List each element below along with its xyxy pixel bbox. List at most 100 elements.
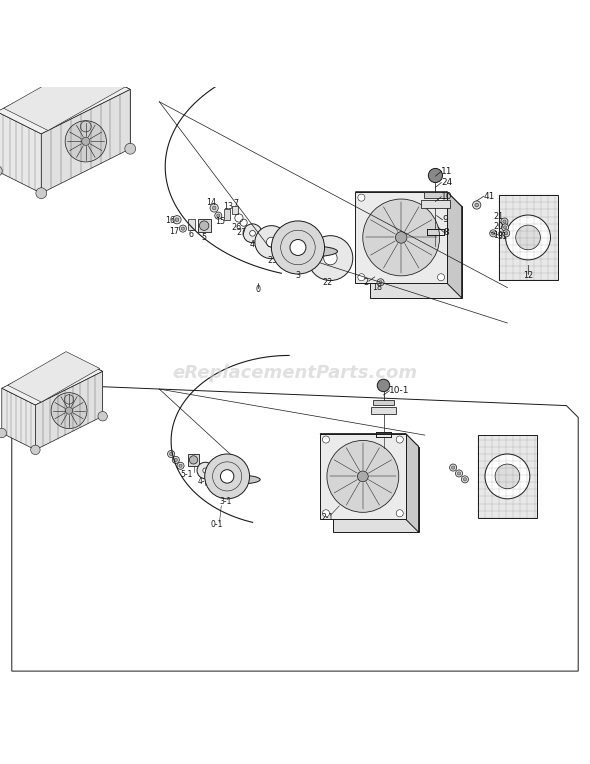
Circle shape: [461, 476, 468, 483]
Polygon shape: [2, 388, 35, 450]
Text: 15: 15: [215, 217, 225, 226]
Circle shape: [255, 225, 288, 259]
Text: eReplacementParts.com: eReplacementParts.com: [172, 364, 418, 382]
Polygon shape: [8, 351, 100, 402]
Circle shape: [451, 466, 455, 469]
Text: 11: 11: [441, 167, 453, 176]
Text: 9: 9: [442, 215, 448, 225]
Circle shape: [503, 226, 507, 229]
Circle shape: [243, 224, 262, 243]
Circle shape: [0, 429, 6, 438]
Polygon shape: [35, 371, 103, 450]
Text: 16: 16: [165, 216, 175, 225]
Circle shape: [473, 201, 481, 209]
Circle shape: [205, 454, 250, 499]
Text: 2: 2: [363, 278, 368, 287]
Bar: [373, 400, 394, 405]
Polygon shape: [2, 354, 103, 405]
Text: 31: 31: [498, 231, 507, 241]
Text: 3: 3: [296, 271, 300, 280]
Circle shape: [457, 472, 461, 475]
Text: 0-1: 0-1: [211, 520, 223, 529]
Polygon shape: [4, 63, 127, 131]
Circle shape: [51, 393, 87, 429]
Circle shape: [438, 274, 445, 281]
Polygon shape: [0, 67, 130, 134]
Circle shape: [377, 279, 384, 286]
Circle shape: [221, 470, 234, 483]
Text: 5-1: 5-1: [181, 470, 192, 479]
Circle shape: [0, 166, 2, 176]
Bar: [232, 206, 238, 215]
Circle shape: [267, 237, 276, 247]
Text: 21: 21: [493, 212, 504, 222]
Text: 10-1: 10-1: [389, 387, 410, 395]
Circle shape: [81, 138, 90, 145]
Circle shape: [80, 121, 91, 132]
Circle shape: [377, 379, 390, 392]
Text: 26: 26: [231, 223, 241, 232]
Circle shape: [501, 218, 508, 225]
Circle shape: [271, 221, 325, 274]
Circle shape: [173, 215, 181, 224]
Circle shape: [189, 456, 198, 464]
Circle shape: [98, 412, 107, 421]
Circle shape: [455, 470, 463, 477]
Circle shape: [396, 510, 404, 516]
Polygon shape: [12, 385, 578, 671]
Text: 41: 41: [484, 192, 495, 201]
Circle shape: [250, 231, 255, 236]
Circle shape: [217, 214, 220, 217]
Text: 25: 25: [267, 256, 278, 265]
Circle shape: [210, 204, 218, 212]
Polygon shape: [41, 89, 130, 193]
Circle shape: [379, 280, 382, 284]
Circle shape: [516, 225, 540, 250]
Bar: [224, 209, 230, 220]
Polygon shape: [86, 67, 130, 149]
Circle shape: [504, 231, 508, 235]
Bar: [198, 219, 211, 232]
Circle shape: [31, 445, 40, 455]
Circle shape: [308, 235, 353, 280]
Circle shape: [495, 464, 520, 489]
Circle shape: [197, 462, 214, 479]
Text: 10: 10: [441, 193, 453, 201]
Circle shape: [179, 465, 182, 468]
Circle shape: [485, 454, 530, 499]
Ellipse shape: [284, 246, 337, 257]
Bar: [188, 454, 199, 466]
Bar: [320, 434, 406, 520]
Text: 22: 22: [322, 278, 333, 287]
Polygon shape: [69, 354, 103, 416]
Circle shape: [396, 436, 404, 443]
Polygon shape: [447, 192, 462, 298]
Text: 0: 0: [256, 285, 261, 294]
Text: 4-1: 4-1: [198, 477, 209, 486]
Text: 3-1: 3-1: [220, 497, 232, 506]
Circle shape: [290, 240, 306, 255]
Text: 14: 14: [206, 198, 216, 207]
Circle shape: [36, 188, 47, 199]
Ellipse shape: [215, 475, 260, 484]
Circle shape: [169, 452, 173, 455]
Circle shape: [506, 215, 550, 260]
Circle shape: [215, 212, 222, 219]
Text: 7: 7: [234, 199, 238, 209]
Polygon shape: [371, 407, 396, 414]
Circle shape: [363, 199, 440, 276]
Circle shape: [463, 478, 467, 481]
Circle shape: [491, 231, 495, 235]
Bar: [355, 192, 447, 283]
Circle shape: [503, 230, 510, 237]
Bar: [333, 447, 419, 533]
Text: 4: 4: [250, 240, 255, 249]
Bar: [499, 195, 558, 280]
Circle shape: [358, 274, 365, 281]
Polygon shape: [406, 434, 419, 533]
Text: 18: 18: [373, 283, 382, 292]
Circle shape: [168, 451, 175, 458]
Circle shape: [181, 227, 185, 230]
Circle shape: [322, 436, 330, 443]
Circle shape: [502, 224, 509, 231]
